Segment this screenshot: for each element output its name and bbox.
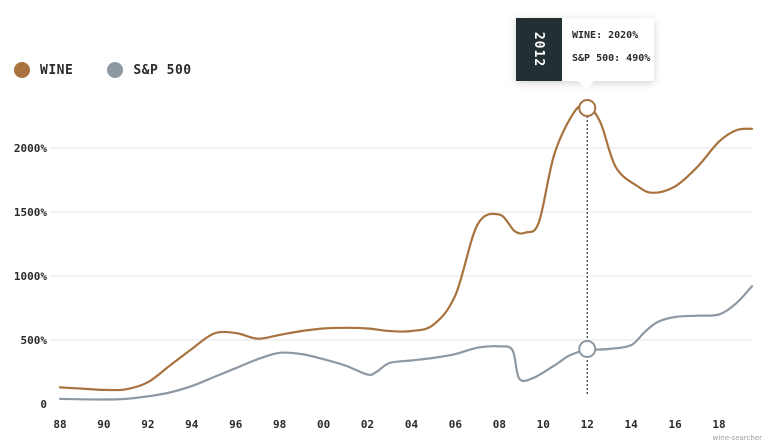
legend-item-sp500[interactable]: S&P 500 [107,62,191,78]
x-tick-label: 16 [668,418,682,431]
tooltip-sp500-value: S&P 500: 490% [572,53,651,64]
sp500-color-dot [107,62,124,78]
tooltip-arrow [578,81,594,89]
x-tick-label: 10 [537,418,550,431]
y-tick-label: 500% [21,334,48,347]
y-axis-ticks: 0 500% 1000% 1500% 2000% [14,142,47,411]
highlight-markers [578,99,597,396]
watermark: wine-searcher [712,434,762,442]
legend-label-sp500: S&P 500 [133,62,192,78]
x-tick-label: 14 [625,418,639,431]
legend-item-wine[interactable]: WINE [14,62,73,78]
tooltip-year-box: 2012 [516,18,562,81]
x-tick-label: 88 [53,418,66,431]
highlight-point-wine[interactable] [578,99,597,117]
grid-lines [50,147,752,341]
highlight-point-sp500[interactable] [578,340,597,358]
x-tick-label: 96 [229,418,243,431]
x-tick-label: 94 [185,418,199,431]
series-lines [58,103,754,401]
y-tick-label: 2000% [14,142,47,155]
x-axis-ticks: 88 90 92 94 96 98 00 02 04 06 08 10 12 14 16 18 [53,418,725,431]
tooltip: 2012 WINE: 2020% S&P 500: 490% [516,18,654,89]
tooltip-body: WINE: 2020% S&P 500: 490% [562,18,654,81]
x-tick-label: 04 [405,418,419,431]
tooltip-year: 2012 [531,31,547,68]
tooltip-wine-value: WINE: 2020% [572,30,639,41]
y-tick-label: 0 [40,398,47,411]
y-tick-label: 1000% [14,270,47,283]
x-tick-label: 92 [141,418,154,431]
x-tick-label: 00 [317,418,330,431]
x-tick-label: 98 [273,418,286,431]
series-line-sp500 [58,285,754,401]
y-tick-label: 1500% [14,206,47,219]
wine-color-dot [14,62,30,78]
x-tick-label: 08 [493,418,506,431]
legend: WINE S&P 500 [14,62,192,78]
series-line-wine [58,103,754,392]
x-tick-label: 12 [581,418,594,431]
x-tick-label: 02 [361,418,374,431]
x-tick-label: 90 [97,418,110,431]
x-tick-label: 06 [449,418,463,431]
legend-label-wine: WINE [40,62,74,78]
x-tick-label: 18 [712,418,725,431]
